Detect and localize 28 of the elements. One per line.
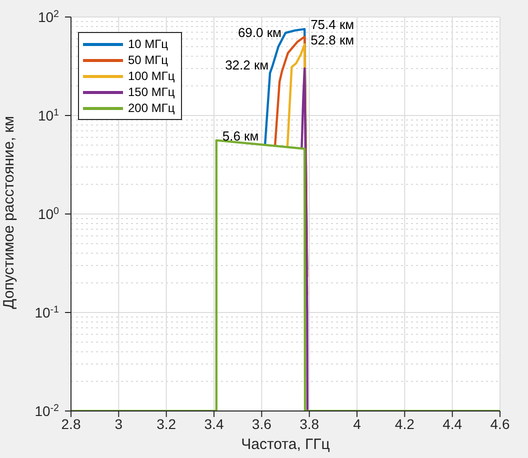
annotation: 32.2 км xyxy=(225,57,269,72)
x-tick-label: 3.2 xyxy=(156,416,176,432)
x-tick-label: 3.6 xyxy=(252,416,272,432)
x-axis-title: Частота, ГГц xyxy=(241,436,330,453)
y-tick-label: 10$^{-2}$ xyxy=(34,402,59,419)
annotation: 75.4 км xyxy=(310,17,354,32)
legend-label: 10 МГц xyxy=(128,37,168,51)
x-tick-label: 2.8 xyxy=(61,416,81,432)
x-tick-label: 3.4 xyxy=(204,416,224,432)
x-tick-label: 3.8 xyxy=(300,416,320,432)
x-tick-label: 4.4 xyxy=(442,416,462,432)
y-tick-label: 10$^{-1}$ xyxy=(34,304,59,320)
line-series xyxy=(300,67,309,411)
annotation: 69.0 км xyxy=(238,24,282,40)
legend-label: 50 МГц xyxy=(128,53,168,67)
legend-label: 200 МГц xyxy=(128,101,175,115)
x-tick-label: 4.6 xyxy=(490,416,510,432)
x-tick-label: 4.2 xyxy=(394,416,415,432)
legend-label: 150 МГц xyxy=(128,85,175,99)
x-tick-label: 3 xyxy=(114,416,123,432)
y-tick-label: 10$^{2}$ xyxy=(38,8,59,25)
x-tick-label: 4 xyxy=(353,416,362,432)
y-tick-label: 10$^{0}$ xyxy=(38,206,60,222)
y-tick-label: 10$^{1}$ xyxy=(38,107,59,124)
legend-label: 100 МГц xyxy=(128,69,175,83)
annotation: 52.8 км xyxy=(310,32,354,48)
annotation: 5.6 км xyxy=(222,128,259,144)
y-axis-title: Допустимое расстояние, км xyxy=(0,116,18,309)
